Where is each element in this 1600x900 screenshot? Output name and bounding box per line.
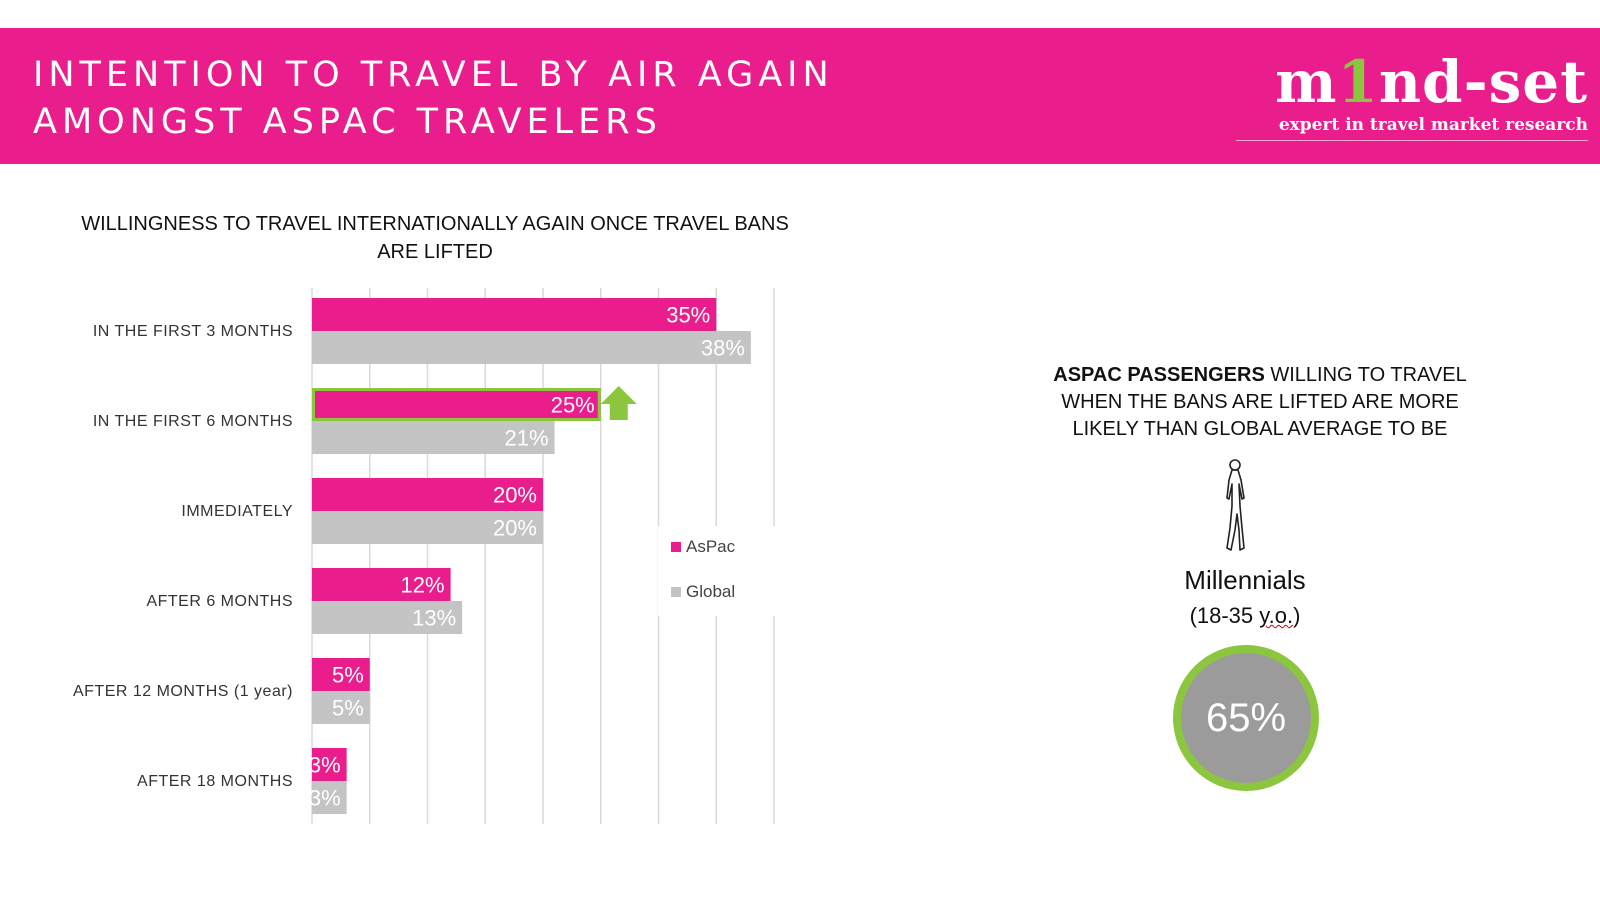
category-label: IN THE FIRST 6 MONTHS [93,413,293,430]
data-label-global: 3% [309,786,341,811]
data-label-global: 38% [701,336,745,361]
callout-rest: WILLING TO TRAVEL WHEN THE BANS ARE LIFT… [1061,364,1467,440]
age-range-unit: y.o. [1259,603,1294,628]
data-label-global: 20% [493,516,537,541]
bar-global [312,421,555,454]
callout-text: ASPAC PASSENGERS WILLING TO TRAVEL WHEN … [1040,362,1480,443]
bar-aspac [312,658,370,691]
data-label-aspac: 35% [666,303,710,328]
legend-label-global: Global [686,582,735,601]
page-title-line-1: INTENTION TO TRAVEL BY AIR AGAIN [33,55,834,95]
bar-aspac [312,568,451,601]
logo-part-2: 1 [1337,48,1379,116]
stat-circle: 65% [1173,645,1319,791]
bar-chart: AsPac Global IN THE FIRST 3 MONTHS 35% 38% IN… [72,288,778,824]
chart-title: WILLINGNESS TO TRAVEL INTERNATIONALLY AG… [81,213,789,263]
data-label-global: 21% [505,426,549,451]
bar-aspac [312,298,717,331]
bar-global [312,601,463,634]
header-banner [0,28,1600,164]
category-label: IMMEDIATELY [181,503,293,520]
category-label: AFTER 18 MONTHS [137,773,293,790]
data-label-aspac: 5% [332,663,364,688]
segment-age-range: (18-35 y.o.) [1100,603,1390,629]
logo-part-1: m [1275,48,1338,116]
data-label-aspac: 25% [551,393,595,418]
stat-value: 65% [1205,695,1287,740]
legend-label-aspac: AsPac [686,537,736,556]
up-arrow-icon [600,386,637,420]
page-title: INTENTION TO TRAVEL BY AIR AGAIN AMONGST… [33,52,834,146]
legend-background [658,526,778,616]
bar-global [312,691,370,724]
bar-aspac [312,748,347,781]
age-range-suffix: ) [1293,603,1301,628]
legend-swatch-global [671,587,681,597]
logo-wordmark: m1nd-set [1236,50,1588,114]
data-label-global: 13% [412,606,456,631]
bar-global [312,781,347,814]
logo-part-3: nd-set [1378,48,1588,116]
data-label-aspac: 12% [401,573,445,598]
highlight-outline [312,388,601,421]
age-range-prefix: (18-35 [1189,603,1260,628]
logo-tagline: expert in travel market research [1236,114,1588,141]
data-label-global: 5% [332,696,364,721]
brand-logo: m1nd-set expert in travel market researc… [1236,50,1588,150]
data-label-aspac: 3% [309,753,341,778]
legend-swatch-aspac [671,542,681,552]
category-label: AFTER 6 MONTHS [146,593,293,610]
callout-bold: ASPAC PASSENGERS [1053,364,1265,386]
bar-aspac [312,388,601,421]
category-label: AFTER 12 MONTHS (1 year) [73,683,293,700]
page-title-line-2: AMONGST ASPAC TRAVELERS [33,102,662,142]
walking-person-icon [1226,459,1245,551]
category-label: IN THE FIRST 3 MONTHS [93,323,293,340]
bar-aspac [312,478,543,511]
bar-global [312,331,751,364]
data-label-aspac: 20% [493,483,537,508]
bar-global [312,511,543,544]
segment-label: Millennials [1184,565,1306,595]
